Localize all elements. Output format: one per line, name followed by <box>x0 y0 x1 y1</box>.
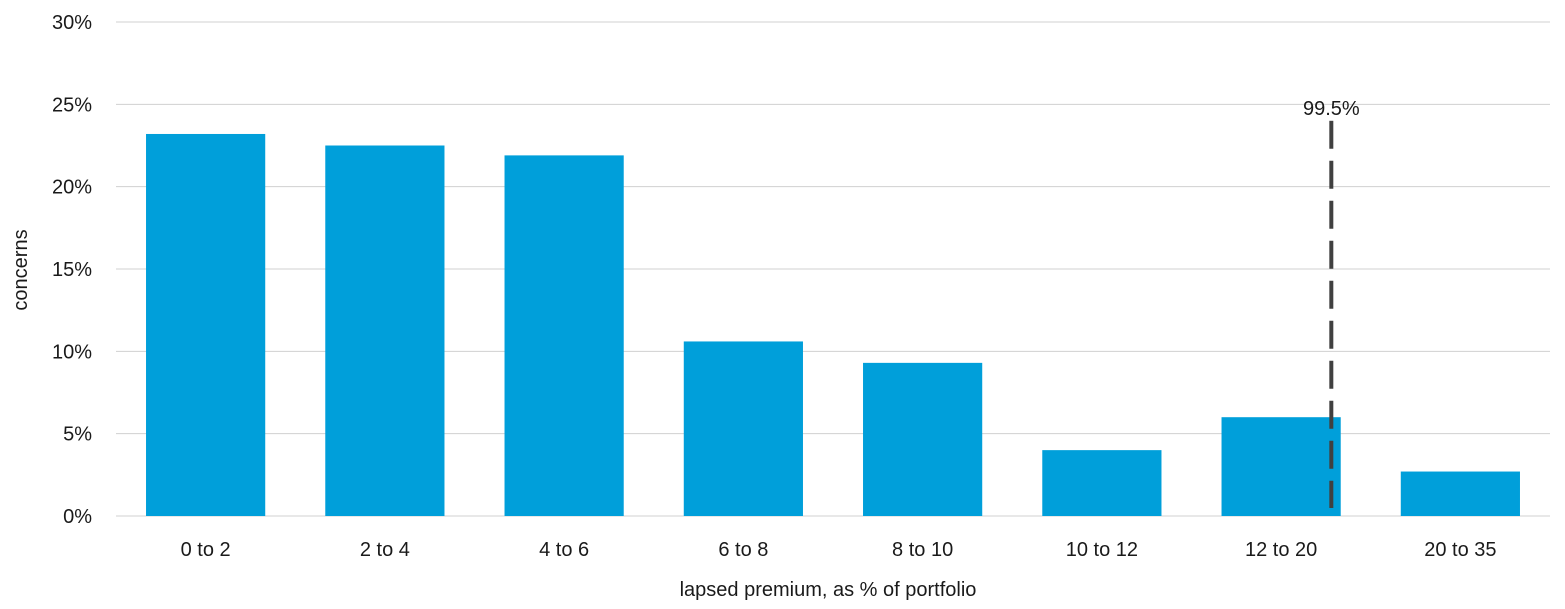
y-tick-label: 30% <box>52 12 92 34</box>
bar <box>1400 471 1520 516</box>
y-tick-label: 15% <box>52 259 92 281</box>
y-tick-label: 5% <box>63 424 92 446</box>
bar <box>325 145 445 516</box>
y-axis-ticks: 0% 5% 10% 15% 20% 25% 30% <box>52 12 92 528</box>
bar <box>146 133 266 516</box>
bar <box>1042 450 1162 516</box>
bar <box>683 341 803 516</box>
y-tick-label: 10% <box>52 341 92 363</box>
x-tick-label: 2 to 4 <box>360 539 410 561</box>
x-tick-label: 6 to 8 <box>718 539 768 561</box>
bars <box>146 133 1520 516</box>
x-axis-title: lapsed premium, as % of portfolio <box>680 579 977 601</box>
bar <box>863 362 983 516</box>
x-tick-label: 0 to 2 <box>181 539 231 561</box>
x-axis-ticks: 0 to 2 2 to 4 4 to 6 6 to 8 8 to 10 10 to 12 1… <box>181 539 1497 561</box>
x-tick-label: 4 to 6 <box>539 539 589 561</box>
annotations: 99.5% <box>1303 98 1360 508</box>
bar <box>504 155 624 516</box>
reference-line-label: 99.5% <box>1303 98 1360 120</box>
x-tick-label: 10 to 12 <box>1066 539 1138 561</box>
y-tick-label: 0% <box>63 506 92 528</box>
bar <box>1221 417 1341 516</box>
x-tick-label: 20 to 35 <box>1424 539 1496 561</box>
y-axis-title: concerns <box>10 229 32 310</box>
x-tick-label: 12 to 20 <box>1245 539 1317 561</box>
y-tick-label: 20% <box>52 177 92 199</box>
y-tick-label: 25% <box>52 94 92 116</box>
x-tick-label: 8 to 10 <box>892 539 953 561</box>
